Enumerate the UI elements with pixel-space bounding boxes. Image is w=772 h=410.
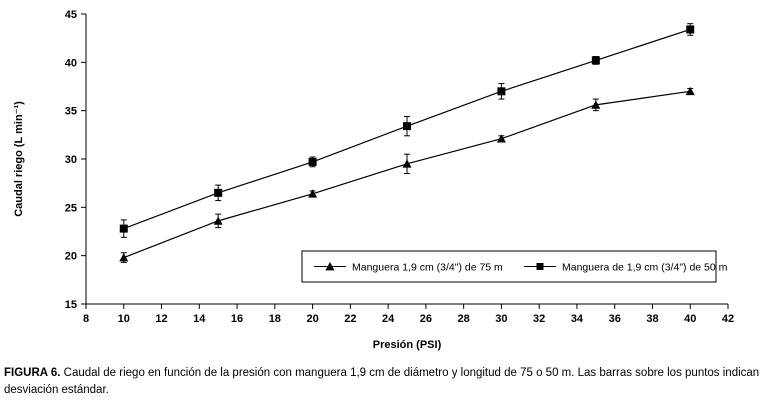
x-tick-label: 16 — [231, 313, 243, 325]
x-tick-label: 42 — [722, 313, 734, 325]
square-marker — [591, 56, 600, 65]
line-chart: 15 20 25 30 35 40 45 8 10 12 14 16 18 20 22 24 26 28 30 32 3… — [13, 9, 734, 351]
square-marker — [403, 122, 411, 131]
square-marker — [497, 87, 506, 96]
triangle-marker — [496, 134, 506, 143]
figure-caption: FIGURA 6. Caudal de riego en función de … — [4, 365, 762, 400]
x-tick-label: 18 — [269, 313, 281, 325]
x-tick-label: 26 — [420, 313, 432, 325]
x-tick-label: 40 — [684, 313, 696, 325]
square-marker — [214, 188, 223, 197]
x-tick-label: 12 — [155, 313, 167, 325]
square-marker — [308, 157, 317, 166]
triangle-marker — [685, 86, 695, 96]
triangle-marker — [591, 100, 601, 109]
x-tick-label: 10 — [118, 313, 130, 325]
figure-caption-text: Caudal de riego en función de la presión… — [4, 367, 760, 397]
x-tick-label: 24 — [382, 313, 395, 325]
x-tick-label: 38 — [646, 313, 658, 325]
square-marker — [686, 25, 695, 34]
y-tick-label: 25 — [65, 202, 77, 214]
y-tick-label: 40 — [65, 57, 77, 69]
x-tick-label: 30 — [495, 313, 507, 325]
x-tick-label: 32 — [533, 313, 545, 325]
legend-square-marker — [536, 263, 544, 270]
x-axis-title: Presión (PSI) — [373, 339, 442, 351]
x-tick-label: 14 — [193, 313, 206, 325]
x-tick-label: 20 — [306, 313, 318, 325]
y-tick-label: 35 — [65, 106, 77, 118]
legend-triangle-marker — [325, 262, 335, 271]
x-tick-label: 22 — [344, 313, 356, 325]
x-tick-label: 34 — [571, 313, 584, 325]
legend-box — [301, 250, 717, 283]
triangle-marker — [402, 159, 412, 168]
triangle-marker — [119, 253, 129, 262]
triangle-marker — [213, 216, 223, 225]
y-tick-label: 45 — [65, 9, 77, 21]
triangle-marker — [308, 189, 318, 198]
legend-label-75m: Manguera 1,9 cm (3/4") de 75 m — [352, 262, 503, 274]
x-tick-label: 36 — [609, 313, 621, 325]
y-axis-title: Caudal riego (L min⁻¹) — [13, 101, 25, 217]
legend-label-50m: Manguera de 1,9 cm (3/4") de 50 m — [562, 262, 728, 274]
figure-caption-label: FIGURA 6. — [4, 367, 61, 379]
x-tick-label: 8 — [83, 313, 89, 325]
square-marker — [119, 224, 128, 233]
y-tick-label: 20 — [65, 251, 77, 263]
y-tick-label: 15 — [65, 299, 77, 311]
x-tick-label: 28 — [458, 313, 470, 325]
y-tick-label: 30 — [65, 154, 77, 166]
